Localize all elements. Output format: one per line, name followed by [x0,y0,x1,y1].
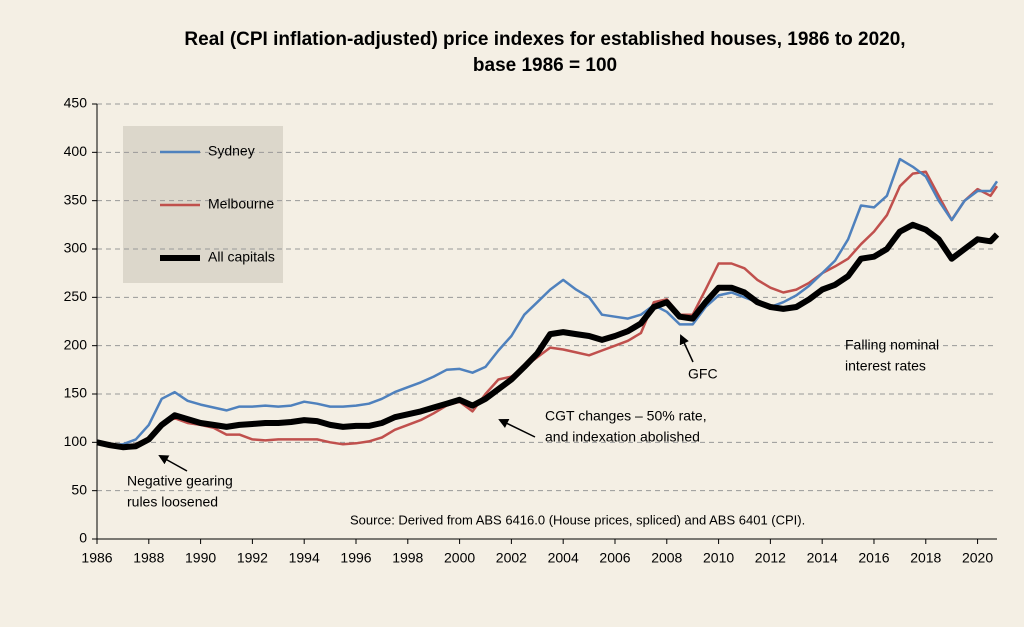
y-tick-label: 300 [64,240,88,256]
series-line [96,157,999,447]
y-tick-label: 50 [71,481,87,497]
grid [97,103,997,492]
x-tick-label: 2006 [599,550,630,566]
legend-label: Melbourne [208,196,274,212]
y-tick-label: 0 [79,530,87,546]
legend-box [123,126,283,283]
annotation: Negative gearing [127,473,233,489]
y-tick-label: 450 [64,95,88,111]
x-tick-label: 2002 [496,550,527,566]
series-line [96,170,999,448]
x-tick-label: 1988 [133,550,164,566]
y-tick-label: 100 [64,433,88,449]
x-tick-label: 1990 [185,550,216,566]
arrow [158,455,188,472]
x-tick-label: 2008 [651,550,682,566]
x-tick-label: 2014 [807,550,838,566]
annotation: and indexation abolished [545,429,700,445]
y-tick-label: 150 [64,385,88,401]
x-tick-label: 2004 [548,550,579,566]
annotation: Falling nominal [845,337,939,353]
arrow [679,334,694,363]
x-tick-label: 1994 [289,550,320,566]
legend-label: Sydney [208,143,255,159]
annotation: GFC [688,366,718,382]
annotation: CGT changes – 50% rate, [545,408,707,424]
plot-lines [96,157,1000,451]
arrow [498,418,536,438]
source-note: Source: Derived from ABS 6416.0 (House p… [350,512,805,527]
x-tick-label: 1986 [81,550,112,566]
x-tick-label: 2020 [962,550,993,566]
x-tick-label: 1996 [340,550,371,566]
x-tick-label: 1992 [237,550,268,566]
x-tick-label: 1998 [392,550,423,566]
legend-label: All capitals [208,249,275,265]
x-tick-label: 2010 [703,550,734,566]
x-tick-label: 2012 [755,550,786,566]
y-tick-label: 350 [64,191,88,207]
chart-title: base 1986 = 100 [473,55,617,76]
series-line [96,221,1000,451]
x-tick-label: 2018 [910,550,941,566]
x-tick-label: 2000 [444,550,475,566]
y-tick-label: 200 [64,336,88,352]
y-tick-label: 250 [64,288,88,304]
y-tick-label: 400 [64,143,88,159]
annotation: rules loosened [127,494,218,510]
x-tick-label: 2016 [858,550,889,566]
annotation: interest rates [845,358,926,374]
chart-title: Real (CPI inflation-adjusted) price inde… [184,29,905,50]
